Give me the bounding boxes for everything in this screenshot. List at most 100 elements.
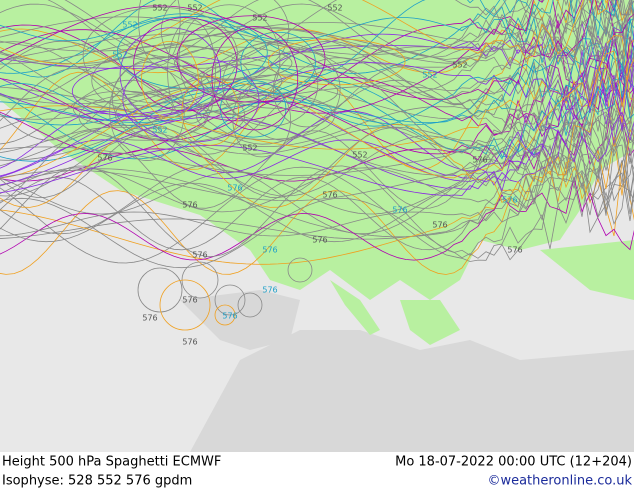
contour	[0, 113, 634, 202]
contour	[0, 147, 634, 237]
contour	[0, 124, 634, 251]
land-north	[0, 0, 634, 300]
contour-loop	[200, 63, 283, 99]
contour-loop	[82, 6, 239, 104]
contour	[0, 49, 634, 199]
contour-label: 576	[392, 206, 407, 215]
contour	[0, 0, 634, 155]
contour	[0, 0, 609, 65]
contour-label: 576	[192, 251, 207, 260]
contour	[0, 30, 634, 170]
contour-loop	[174, 46, 293, 80]
datetime: Mo 18-07-2022 00:00 UTC (12+204)	[395, 455, 632, 470]
contour-label: 576	[97, 154, 112, 163]
contour	[0, 0, 617, 42]
contour-loop	[160, 0, 290, 80]
contour-label: 576	[182, 338, 197, 347]
contour	[0, 0, 609, 68]
contours	[0, 0, 634, 331]
contour-label: 576	[262, 286, 277, 295]
contour-label: 552	[452, 61, 467, 70]
contour	[0, 0, 634, 74]
contour-label: 576	[182, 296, 197, 305]
contour	[0, 111, 634, 196]
land-east	[540, 240, 634, 300]
contour	[47, 0, 633, 60]
contour-label: 576	[142, 314, 157, 323]
contour-label: 552	[252, 14, 267, 23]
contour	[0, 0, 634, 100]
contour	[0, 58, 634, 127]
contour-loop	[159, 279, 211, 331]
contour-label: 552	[352, 151, 367, 160]
credit: ©weatheronline.co.uk	[487, 474, 632, 489]
contour-loop	[119, 27, 221, 122]
contour	[64, 0, 634, 69]
contour-label: 552	[112, 51, 127, 60]
contour-loop	[167, 19, 216, 124]
contour-loop	[109, 61, 185, 161]
italy	[330, 280, 380, 335]
contour	[0, 53, 634, 176]
contour	[0, 1, 634, 141]
contour-loop	[287, 257, 313, 283]
balkans	[400, 300, 460, 345]
contour	[0, 117, 634, 257]
contour-loop	[272, 51, 341, 128]
contour	[0, 7, 634, 100]
contour-label: 576	[222, 312, 237, 321]
contour-label: 576	[227, 184, 242, 193]
contour	[0, 39, 634, 208]
contour	[0, 0, 631, 58]
contour	[0, 53, 634, 155]
contour	[0, 146, 634, 240]
contour	[0, 36, 634, 155]
contour-label: 552	[327, 4, 342, 13]
contour-loop	[72, 90, 174, 126]
contour	[0, 100, 634, 264]
contour-loop	[240, 31, 316, 94]
contour-label: 552	[152, 126, 167, 135]
contour	[0, 64, 634, 183]
contour	[0, 18, 634, 126]
contour	[0, 160, 634, 243]
contour	[0, 47, 634, 162]
contour	[0, 50, 634, 179]
contour-label: 552	[122, 21, 137, 30]
contour-loop	[232, 82, 291, 158]
contour-loop	[214, 284, 246, 316]
contour-loop	[122, 56, 260, 143]
contour-label: 552	[242, 144, 257, 153]
contour-loop	[267, 38, 406, 86]
contour-label: 576	[502, 196, 517, 205]
contour-loop	[222, 42, 319, 127]
isophyse: Isophyse: 528 552 576 gpdm	[2, 474, 192, 489]
contour-loop	[196, 92, 335, 140]
contour	[0, 0, 634, 78]
contour	[0, 0, 618, 114]
contour	[0, 155, 634, 275]
contour	[0, 0, 634, 68]
contour-label: 576	[432, 221, 447, 230]
contour-loop	[214, 304, 236, 326]
contour	[0, 0, 632, 55]
contour-label: 576	[322, 191, 337, 200]
contour	[0, 0, 634, 74]
contour-loop	[178, 4, 281, 115]
contour-label: 576	[312, 236, 327, 245]
contour-loop	[137, 267, 183, 313]
contour	[0, 103, 634, 197]
contour-label: 576	[182, 201, 197, 210]
contour	[0, 0, 595, 65]
africa	[190, 330, 634, 452]
footer-bg	[0, 452, 634, 490]
contour	[0, 144, 634, 269]
contour-loop	[176, 15, 326, 103]
contour-loop	[141, 41, 199, 119]
contour-loop	[71, 65, 205, 117]
contour-label: 576	[507, 246, 522, 255]
contour-label: 576	[472, 156, 487, 165]
contour-label: 576	[262, 246, 277, 255]
